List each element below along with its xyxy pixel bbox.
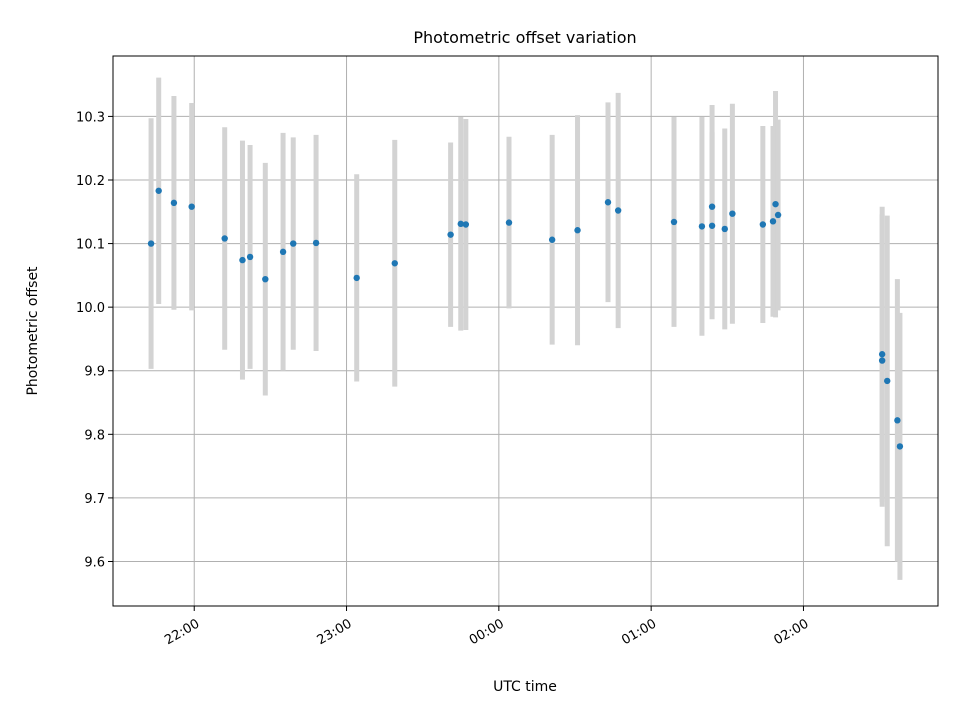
y-tick-label: 10.3 <box>76 110 105 125</box>
data-point <box>353 274 360 282</box>
data-point <box>878 351 886 358</box>
data-point <box>312 239 320 247</box>
y-axis: 9.6 9.7 9.8 9.9 10.0 10.1 10.2 10.3 <box>76 110 113 570</box>
data-point <box>239 256 246 264</box>
y-tick-label: 10.1 <box>76 238 105 253</box>
data-point <box>896 443 904 450</box>
data-point <box>391 260 398 267</box>
data-markers <box>147 187 904 450</box>
data-point <box>772 200 779 208</box>
data-point <box>769 218 777 225</box>
data-point <box>878 357 886 364</box>
data-point <box>548 236 556 243</box>
data-point <box>614 207 622 214</box>
data-point <box>447 231 454 238</box>
data-point <box>462 221 470 228</box>
data-point <box>670 218 678 226</box>
y-tick-label: 9.7 <box>84 492 105 507</box>
data-point <box>894 417 901 424</box>
data-point <box>884 377 891 385</box>
data-point <box>721 225 728 233</box>
data-point <box>147 240 155 247</box>
data-point <box>505 219 513 226</box>
data-point <box>155 187 162 194</box>
y-axis-label: Photometric offset <box>25 266 41 396</box>
data-point <box>262 275 269 283</box>
y-tick-label: 9.9 <box>84 365 105 380</box>
data-point <box>170 199 178 207</box>
y-tick-label: 9.6 <box>84 555 105 570</box>
data-point <box>708 222 716 229</box>
y-tick-label: 10.0 <box>76 301 105 316</box>
y-tick-label: 10.2 <box>76 174 105 189</box>
data-point <box>188 203 195 210</box>
y-tick-label: 9.8 <box>84 428 105 443</box>
data-point <box>774 211 782 219</box>
data-point <box>457 220 464 228</box>
data-point <box>221 235 228 242</box>
data-point <box>290 240 297 247</box>
data-point <box>246 253 254 261</box>
data-point <box>708 203 716 210</box>
chart-title: Photometric offset variation <box>413 28 636 47</box>
x-axis-label: UTC time <box>493 679 557 695</box>
data-point <box>759 221 767 228</box>
data-point <box>604 199 612 206</box>
data-point <box>574 227 581 234</box>
data-point <box>729 210 736 217</box>
data-point <box>698 223 706 230</box>
plot-frame <box>112 55 939 607</box>
data-point <box>279 248 287 256</box>
